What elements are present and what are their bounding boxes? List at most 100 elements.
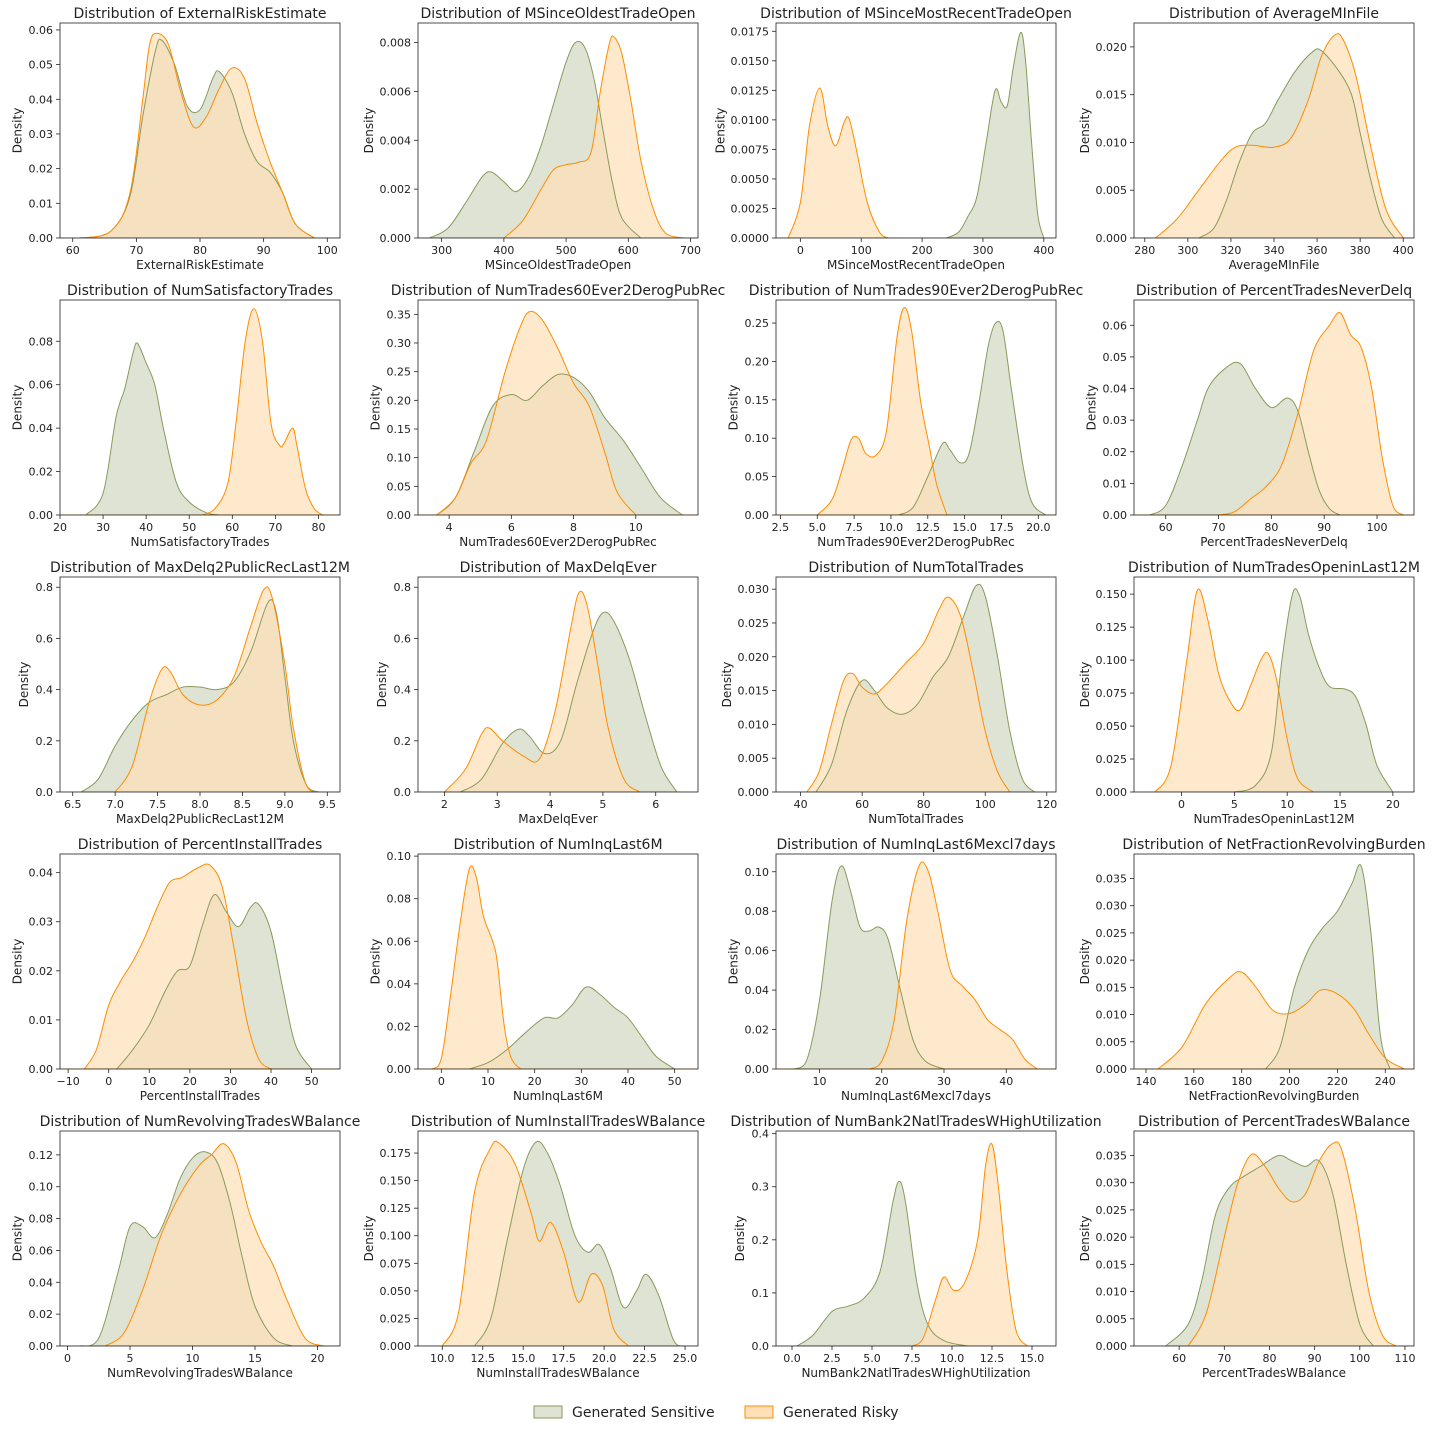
plot-area xyxy=(776,31,1056,238)
y-tick-label: 0.125 xyxy=(380,1202,412,1215)
x-tick-label: 8.0 xyxy=(191,798,209,811)
x-tick-label: 60 xyxy=(225,521,239,534)
y-axis-label: Density xyxy=(11,939,25,985)
chart-19: Distribution of NumBank2NatlTradesWHighU… xyxy=(730,1114,1101,1380)
density-area-risky xyxy=(817,307,947,515)
x-tick-label: 60 xyxy=(66,244,80,257)
x-tick-label: 20 xyxy=(183,1075,197,1088)
plot-area xyxy=(60,32,340,238)
x-tick-label: 20 xyxy=(1386,798,1400,811)
x-tick-label: 500 xyxy=(556,244,577,257)
chart-16: Distribution of NetFractionRevolvingBurd… xyxy=(1078,837,1426,1103)
x-tick-label: 360 xyxy=(1307,244,1328,257)
y-tick-label: 0.02 xyxy=(29,466,54,479)
x-tick-label: 0 xyxy=(438,1075,445,1088)
x-tick-label: 7.5 xyxy=(149,798,167,811)
x-tick-label: 15.0 xyxy=(1020,1352,1045,1365)
x-tick-label: 10 xyxy=(481,1075,495,1088)
density-area-risky xyxy=(1155,33,1404,238)
x-tick-label: 6 xyxy=(652,798,659,811)
x-tick-label: 17.5 xyxy=(551,1352,576,1365)
y-axis-label: Density xyxy=(11,108,25,154)
density-line-risky xyxy=(201,308,324,515)
x-tick-label: 4 xyxy=(547,798,554,811)
x-axis-label: NumTotalTrades xyxy=(868,812,963,826)
y-tick-label: 0.00 xyxy=(387,509,412,522)
x-tick-label: 7.5 xyxy=(845,521,863,534)
density-line-sensitive xyxy=(436,373,683,515)
y-tick-label: 0.035 xyxy=(1096,872,1128,885)
x-tick-label: 380 xyxy=(1350,244,1371,257)
x-axis-label: NumInstallTradesWBalance xyxy=(476,1366,639,1380)
density-line-sensitive xyxy=(1165,1154,1374,1346)
x-tick-label: 20 xyxy=(875,1075,889,1088)
y-tick-label: 0.04 xyxy=(745,984,770,997)
y-tick-label: 0.00 xyxy=(387,1063,412,1076)
y-tick-label: 0.005 xyxy=(1096,1313,1128,1326)
x-tick-label: 80 xyxy=(311,521,325,534)
density-area-risky xyxy=(105,1143,324,1346)
y-axis-label: Density xyxy=(720,662,734,708)
plot-frame xyxy=(59,299,341,516)
x-tick-label: 30 xyxy=(574,1075,588,1088)
y-tick-label: 0.30 xyxy=(387,337,412,350)
y-tick-label: 0.0100 xyxy=(731,114,770,127)
y-axis-label: Density xyxy=(369,939,383,985)
x-axis-label: NumSatisfactoryTrades xyxy=(131,535,270,549)
x-tick-label: 10 xyxy=(1280,798,1294,811)
legend: Generated Sensitive Generated Risky xyxy=(533,1405,899,1421)
x-tick-label: 20.0 xyxy=(1026,521,1051,534)
y-tick-label: 0.03 xyxy=(29,916,54,929)
y-tick-label: 0.020 xyxy=(1096,954,1128,967)
y-tick-label: 0.05 xyxy=(387,480,412,493)
density-area-risky xyxy=(202,308,323,515)
x-tick-label: 0 xyxy=(64,1352,71,1365)
plot-area xyxy=(1134,33,1414,238)
x-tick-label: 180 xyxy=(1231,1075,1252,1088)
y-tick-label: 0.02 xyxy=(387,1020,412,1033)
x-tick-label: 70 xyxy=(268,521,282,534)
x-tick-label: 140 xyxy=(1135,1075,1156,1088)
x-tick-label: 20 xyxy=(311,1352,325,1365)
density-area-risky xyxy=(788,87,889,238)
y-tick-label: 0.25 xyxy=(745,317,770,330)
density-area-risky xyxy=(84,863,272,1069)
density-line-risky xyxy=(1154,588,1314,792)
y-tick-label: 0.02 xyxy=(1103,446,1128,459)
x-tick-label: 15.0 xyxy=(511,1352,536,1365)
y-tick-label: 0.04 xyxy=(1103,383,1128,396)
x-axis-label: MaxDelqEver xyxy=(518,812,597,826)
plot-frame xyxy=(775,853,1057,1070)
chart-title: Distribution of NumInqLast6Mexcl7days xyxy=(776,837,1055,853)
density-line-sensitive xyxy=(116,894,313,1069)
y-tick-label: 0.030 xyxy=(1096,1177,1128,1190)
density-area-risky xyxy=(436,311,636,515)
y-tick-label: 0.025 xyxy=(1096,753,1128,766)
y-tick-label: 0.0 xyxy=(36,786,54,799)
y-tick-label: 0.25 xyxy=(387,366,412,379)
x-tick-label: 8 xyxy=(570,521,577,534)
x-tick-label: 280 xyxy=(1134,244,1155,257)
x-tick-label: 7.0 xyxy=(106,798,124,811)
density-line-sensitive xyxy=(815,583,1035,792)
x-tick-label: 60 xyxy=(1172,1352,1186,1365)
density-area-risky xyxy=(912,1143,1028,1346)
density-line-risky xyxy=(1187,1141,1397,1346)
y-tick-label: 0.008 xyxy=(380,37,412,50)
density-line-sensitive xyxy=(474,1140,686,1346)
y-tick-label: 0.025 xyxy=(380,1312,412,1325)
y-tick-label: 0.06 xyxy=(745,945,770,958)
chart-11: Distribution of NumTotalTrades 40 60 80 100 1… xyxy=(720,560,1057,826)
density-line-sensitive xyxy=(946,31,1045,238)
density-area-sensitive xyxy=(469,986,675,1069)
y-tick-label: 0.04 xyxy=(29,422,54,435)
x-tick-label: 30 xyxy=(937,1075,951,1088)
x-tick-label: 40 xyxy=(621,1075,635,1088)
density-area-risky xyxy=(79,33,315,238)
legend-swatch-sensitive xyxy=(533,1405,563,1419)
x-tick-label: 100 xyxy=(1367,521,1388,534)
y-tick-label: 0.00 xyxy=(29,509,54,522)
x-tick-label: 80 xyxy=(1262,1352,1276,1365)
plot-area xyxy=(60,308,340,515)
